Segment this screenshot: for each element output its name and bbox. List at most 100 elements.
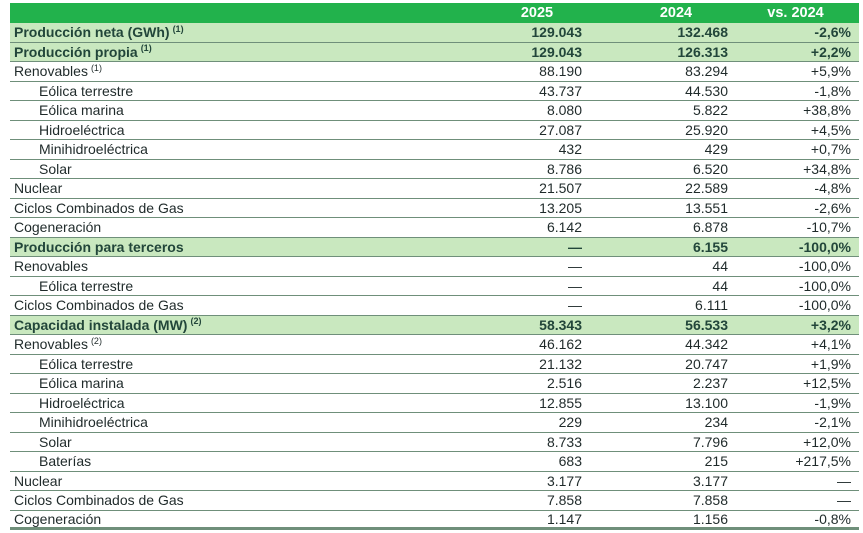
value-variation: -100,0% — [798, 297, 851, 314]
value-2025: 6.142 — [546, 219, 582, 236]
value-variation: — — [837, 492, 851, 509]
table-row: Nuclear 3.177 3.177 — — [10, 472, 859, 491]
value-2024: 20.747 — [685, 355, 728, 372]
value-2025: 432 — [558, 141, 582, 158]
table-row: Eólica terrestre 21.132 20.747 +1,9% — [10, 355, 859, 374]
value-2025: 683 — [558, 453, 582, 470]
row-label: Eólica terrestre — [39, 355, 134, 372]
table-row: Renovables (1) 88.190 83.294 +5,9% — [10, 62, 859, 82]
value-2025: 8.080 — [546, 102, 582, 119]
value-2025: 8.733 — [546, 433, 582, 450]
table-row: Ciclos Combinados de Gas — 6.111 -100,0% — [10, 296, 859, 316]
row-label: Ciclos Combinados de Gas — [14, 492, 184, 509]
table-row: Producción para terceros — 6.155 -100,0% — [10, 237, 859, 257]
row-label: Renovables (2) — [14, 335, 102, 353]
table-row: Cogeneración 1.147 1.156 -0,8% — [10, 510, 859, 530]
value-2025: 229 — [558, 414, 582, 431]
value-2024: 25.920 — [685, 121, 728, 138]
row-label: Minihidroeléctrica — [39, 141, 148, 158]
value-2024: 7.858 — [692, 492, 728, 509]
row-label: Producción para terceros — [14, 238, 184, 255]
table-row: Producción neta (GWh) (1) 129.043 132.468… — [10, 23, 859, 43]
row-label: Cogeneración — [14, 510, 102, 527]
value-variation: -100,0% — [798, 277, 851, 294]
value-2025: 21.507 — [539, 180, 582, 197]
value-2025: 2.516 — [546, 375, 582, 392]
value-2024: 429 — [704, 141, 728, 158]
row-label: Renovables — [14, 258, 88, 275]
value-variation: +4,1% — [810, 336, 851, 353]
table-row: Ciclos Combinados de Gas 7.858 7.858 — — [10, 491, 859, 511]
footnote-mark: (1) — [90, 62, 102, 73]
header-year-2024: 2024 — [659, 4, 693, 21]
value-2025: 129.043 — [531, 43, 582, 60]
value-2025: 7.858 — [546, 492, 582, 509]
value-2024: 2.237 — [692, 375, 728, 392]
row-label: Hidroeléctrica — [39, 394, 125, 411]
table-row: Ciclos Combinados de Gas 13.205 13.551 -… — [10, 199, 859, 218]
value-2025: — — [568, 258, 582, 275]
value-2025: — — [568, 277, 582, 294]
row-label: Producción propia (1) — [14, 43, 152, 60]
row-label: Eólica terrestre — [39, 277, 134, 294]
footnote-mark: (2) — [90, 335, 102, 346]
value-2024: 44 — [712, 258, 728, 275]
row-label: Nuclear — [14, 472, 63, 489]
table-row: Renovables — 44 -100,0% — [10, 257, 859, 277]
value-variation: -1,8% — [814, 82, 851, 99]
value-2024: 44.342 — [685, 336, 728, 353]
value-2024: 44.530 — [685, 82, 728, 99]
row-label: Ciclos Combinados de Gas — [14, 297, 184, 314]
value-variation: +34,8% — [803, 160, 851, 177]
value-variation: +12,5% — [803, 375, 851, 392]
value-variation: +5,9% — [810, 63, 851, 80]
table-row: Renovables (2) 46.162 44.342 +4,1% — [10, 335, 859, 355]
value-variation: -2,1% — [814, 414, 851, 431]
row-label: Ciclos Combinados de Gas — [14, 199, 184, 216]
value-2025: 12.855 — [539, 394, 582, 411]
value-variation: -4,8% — [814, 180, 851, 197]
footnote-mark: (1) — [172, 23, 184, 34]
value-2025: 13.205 — [539, 199, 582, 216]
row-label: Eólica terrestre — [39, 82, 134, 99]
value-2024: 3.177 — [692, 472, 728, 489]
value-2025: — — [568, 297, 582, 314]
table-row: Solar 8.733 7.796 +12,0% — [10, 433, 859, 452]
value-variation: -2,6% — [814, 24, 851, 41]
table-row: Cogeneración 6.142 6.878 -10,7% — [10, 218, 859, 238]
header-year-2025: 2025 — [520, 4, 554, 21]
table-row: Solar 8.786 6.520 +34,8% — [10, 160, 859, 179]
table-row: Eólica marina 2.516 2.237 +12,5% — [10, 374, 859, 394]
row-label: Solar — [39, 160, 72, 177]
value-variation: +217,5% — [795, 453, 851, 470]
value-2025: 21.132 — [539, 355, 582, 372]
value-2024: 5.822 — [692, 102, 728, 119]
table-row: Minihidroeléctrica 229 234 -2,1% — [10, 413, 859, 433]
table-row: Hidroeléctrica 12.855 13.100 -1,9% — [10, 394, 859, 413]
value-2024: 1.156 — [692, 510, 728, 527]
value-2024: 7.796 — [692, 433, 728, 450]
value-2024: 22.589 — [685, 180, 728, 197]
row-label: Capacidad instalada (MW) (2) — [14, 316, 202, 333]
value-2024: 6.520 — [692, 160, 728, 177]
row-label: Renovables (1) — [14, 62, 102, 80]
table-row: Eólica marina 8.080 5.822 +38,8% — [10, 101, 859, 121]
row-label: Solar — [39, 433, 72, 450]
row-label: Eólica marina — [39, 102, 124, 119]
value-2024: 56.533 — [685, 316, 728, 333]
table-row: Eólica terrestre 43.737 44.530 -1,8% — [10, 82, 859, 101]
value-2025: 58.343 — [539, 316, 582, 333]
row-label: Cogeneración — [14, 219, 102, 236]
table-header: 2025 2024 vs. 2024 — [10, 3, 859, 23]
value-2025: 129.043 — [531, 24, 582, 41]
value-2025: 1.147 — [546, 510, 582, 527]
value-2025: 46.162 — [539, 336, 582, 353]
value-variation: -0,8% — [814, 510, 851, 527]
value-variation: +2,2% — [810, 43, 851, 60]
table-row: Eólica terrestre — 44 -100,0% — [10, 277, 859, 296]
value-variation: +3,2% — [810, 316, 851, 333]
footnote-mark: (2) — [190, 316, 202, 327]
value-variation: — — [837, 472, 851, 489]
production-table: 2025 2024 vs. 2024 Producción neta (GWh)… — [10, 3, 859, 530]
value-variation: -100,0% — [798, 238, 851, 255]
